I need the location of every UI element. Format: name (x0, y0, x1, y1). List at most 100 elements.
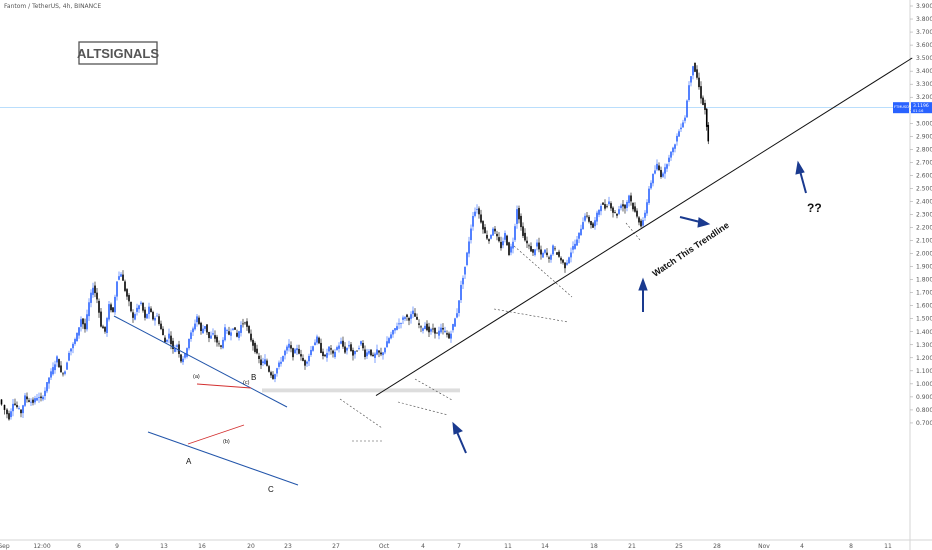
candle-body (354, 350, 356, 355)
candle-body (408, 318, 410, 321)
candle-body (700, 86, 702, 99)
candle-body (190, 332, 192, 339)
candle-body (460, 284, 462, 301)
candle-body (8, 413, 10, 420)
x-tick-label: 13 (160, 543, 168, 550)
candle-body (302, 357, 304, 361)
subwave-label-a: (a) (193, 374, 200, 380)
x-tick-label: 9 (115, 543, 119, 550)
candle-body (214, 335, 216, 339)
candle-body (56, 356, 58, 363)
candle-body (556, 252, 558, 255)
x-tick-label: 7 (457, 543, 461, 550)
candle-body (650, 182, 652, 189)
candle-body (664, 167, 666, 174)
candle-body (696, 69, 698, 78)
candle-body (216, 336, 218, 343)
candle-body (368, 350, 370, 354)
candle-body (652, 173, 654, 184)
candle-body (596, 212, 598, 222)
candle-body (250, 333, 252, 341)
candle-body (452, 324, 454, 331)
candle-body (618, 209, 620, 214)
x-tick-label: 23 (284, 543, 292, 550)
candle-body (676, 135, 678, 142)
candle-body (572, 246, 574, 250)
candle-body (364, 349, 366, 357)
candle-body (476, 209, 478, 210)
candle-body (238, 331, 240, 338)
candle-body (38, 397, 40, 398)
arrow-icon (452, 160, 807, 454)
candle-body (278, 362, 280, 367)
candle-body (586, 215, 588, 217)
candle-body (330, 348, 332, 350)
price-tag-label: FTMUSDT (894, 105, 912, 109)
candle-body (672, 147, 674, 153)
candle-body (542, 252, 544, 258)
candle-body (644, 212, 646, 218)
candle-body (252, 340, 254, 346)
candle-body (614, 212, 616, 214)
candle-body (506, 235, 508, 246)
candle-body (186, 348, 188, 357)
y-tick-label: 2.4000 (916, 198, 932, 205)
candle-body (604, 204, 606, 209)
candle-body (174, 348, 176, 352)
candle-body (220, 345, 222, 347)
candle-body (268, 366, 270, 372)
candle-body (234, 327, 236, 330)
candle-body (610, 203, 612, 209)
x-tick-label: 8 (849, 543, 853, 550)
candle-body (146, 313, 148, 319)
candle-body (82, 318, 84, 325)
x-tick-label: Sep (0, 543, 10, 550)
candle-body (402, 317, 404, 320)
candle-body (282, 355, 284, 362)
candle-body (348, 345, 350, 347)
candle-body (226, 329, 228, 331)
candle-body (592, 223, 594, 228)
candle-body (656, 163, 658, 170)
candle-body (86, 314, 88, 330)
y-tick-label: 1.3000 (916, 342, 932, 349)
candle-body (670, 151, 672, 158)
candle-body (50, 371, 52, 378)
candle-body (108, 304, 110, 320)
candle-body (102, 326, 104, 329)
candle-body (666, 164, 668, 169)
y-tick-label: 1.5000 (916, 316, 932, 323)
candle-body (500, 241, 502, 249)
candle-body (274, 374, 276, 380)
candle-body (94, 285, 96, 294)
candle-body (446, 333, 448, 335)
candle-body (338, 345, 340, 349)
candle-body (74, 339, 76, 344)
candle-body (232, 328, 234, 330)
candle-body (436, 332, 438, 334)
candle-body (376, 349, 378, 355)
candle-body (242, 323, 244, 325)
candle-body (648, 188, 650, 203)
candle-body (414, 313, 416, 317)
candle-body (194, 323, 196, 330)
candle-body (358, 347, 360, 349)
candle-body (418, 323, 420, 325)
candle-body (608, 201, 610, 205)
candle-body (300, 354, 302, 357)
candle-body (384, 347, 386, 353)
candle-body (270, 372, 272, 376)
candle-body (366, 352, 368, 357)
candle-body (450, 333, 452, 339)
candle-body (116, 281, 118, 297)
candle-body (516, 209, 518, 224)
candle-body (150, 308, 152, 313)
candle-body (222, 339, 224, 348)
candle-body (694, 62, 696, 72)
arrow-oct4-icon (452, 421, 467, 454)
x-tick-label: 4 (421, 543, 425, 550)
